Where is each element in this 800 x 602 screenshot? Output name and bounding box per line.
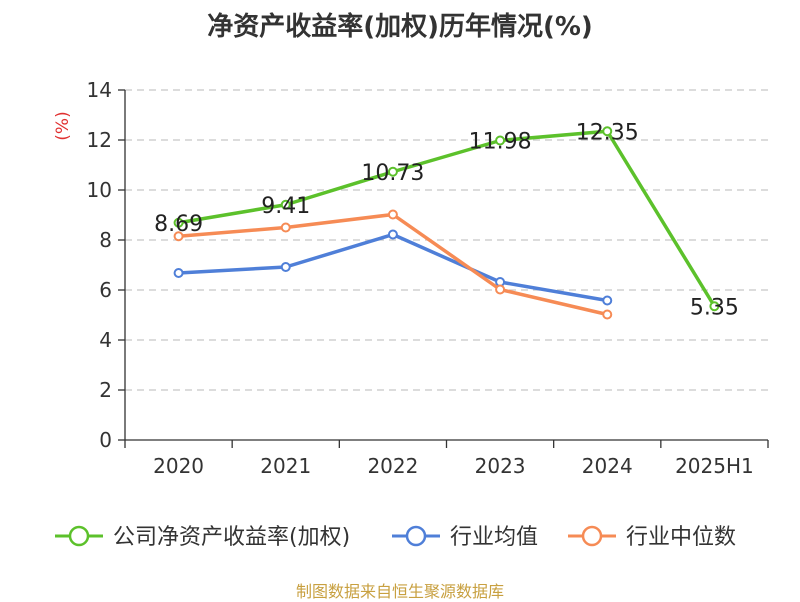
data-point [173, 231, 184, 242]
x-tick-label: 2023 [475, 454, 526, 478]
data-point [495, 135, 506, 146]
y-axis-label: (%) [53, 111, 73, 140]
source-note: 制图数据来自恒生聚源数据库 [295, 582, 504, 601]
data-label: 12.35 [576, 120, 639, 145]
chart-title: 净资产收益率(加权)历年情况(%) [207, 12, 593, 42]
y-tick-label: 6 [99, 278, 112, 302]
data-point [280, 262, 291, 272]
grid-lines [125, 89, 768, 391]
data-point [387, 229, 398, 240]
data-point [280, 222, 291, 233]
legend-marker [405, 525, 427, 547]
y-tick-label: 8 [99, 228, 112, 252]
data-label: 11.98 [469, 130, 532, 155]
y-tick-label: 2 [99, 378, 112, 402]
data-point [280, 199, 291, 210]
x-tick-label: 2024 [582, 454, 633, 478]
legend-marker [581, 525, 603, 547]
x-tick-label: 2025H1 [675, 454, 754, 478]
series-lines [173, 126, 720, 320]
x-tick-label: 2022 [367, 454, 418, 478]
data-label: 9.41 [261, 194, 310, 219]
data-label: 8.69 [154, 212, 203, 237]
legend-label: 行业中位数 [626, 525, 736, 550]
x-tick-label: 2020 [153, 454, 204, 478]
data-point [602, 126, 613, 137]
y-tick-label: 12 [87, 128, 112, 152]
y-tick-label: 14 [87, 78, 112, 102]
data-point [495, 284, 506, 295]
series-line [178, 129, 716, 308]
data-point [709, 301, 720, 312]
data-point [602, 309, 613, 320]
data-point [387, 209, 398, 220]
legend-marker [68, 525, 90, 547]
x-tick-label: 2021 [260, 454, 311, 478]
y-tick-label: 0 [99, 428, 112, 452]
data-labels: 8.69 9.41 10.73 11.98 12.35 5.35 [154, 120, 739, 320]
data-label: 10.73 [361, 161, 424, 186]
data-point [387, 166, 398, 177]
legend-label: 公司净资产收益率(加权) [113, 525, 350, 550]
data-label: 5.35 [690, 295, 739, 320]
legend: 公司净资产收益率(加权) 行业均值 行业中位数 [55, 525, 736, 550]
data-point [602, 295, 613, 306]
axes: 0 2 4 6 8 10 12 14 2020 2021 2022 2023 2024 2025H1 [87, 78, 769, 478]
y-tick-label: 4 [99, 328, 112, 352]
data-point [173, 217, 184, 228]
data-point [173, 268, 184, 278]
legend-label: 行业均值 [450, 525, 538, 550]
y-tick-label: 10 [87, 178, 112, 202]
